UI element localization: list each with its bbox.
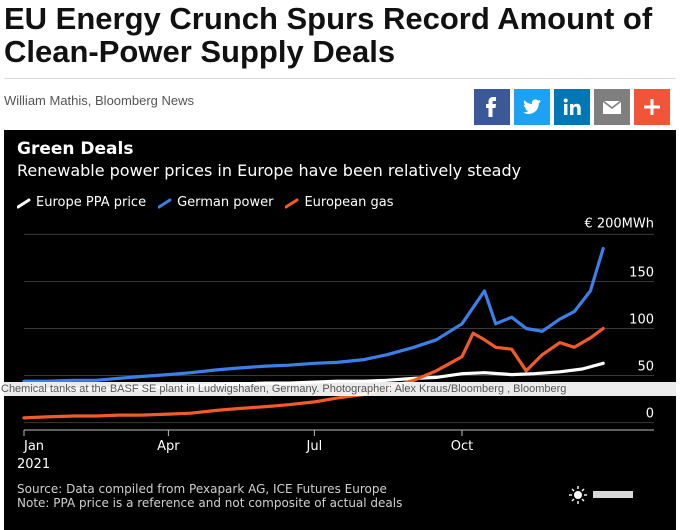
chart-note: Note: PPA price is a reference and not c… (17, 496, 403, 510)
facebook-icon (486, 97, 496, 117)
chart-subtitle: Renewable power prices in Europe have be… (17, 161, 522, 180)
photo-caption: Chemical tanks at the BASF SE plant in L… (0, 382, 680, 396)
line-chart: 0 50 100 150 € 200MWh Jan Apr Jul Oct 2021 (17, 216, 654, 472)
article-headline: EU Energy Crunch Spurs Record Amount of … (4, 1, 653, 69)
legend-label-ppa: Europe PPA price (36, 195, 147, 210)
watermark-logo (569, 486, 633, 504)
x-tick-sublabel: 2021 (17, 457, 50, 472)
email-share-button[interactable] (594, 89, 630, 125)
plus-icon (644, 99, 660, 115)
legend-swatch-european-gas (285, 198, 299, 208)
linkedin-icon (563, 98, 581, 115)
x-tick-label: Apr (157, 439, 180, 454)
y-tick-label: 0 (646, 407, 654, 422)
divider (4, 78, 676, 79)
x-tick-label: Oct (451, 439, 473, 454)
legend-label-german-power: German power (177, 195, 274, 210)
y-tick-label: 100 (629, 313, 654, 328)
legend-item-ppa: Europe PPA price (17, 195, 146, 210)
legend-swatch-ppa (17, 198, 31, 208)
x-tick-label: Jan (23, 439, 44, 454)
series-line-1 (22, 246, 605, 383)
chart-title: Green Deals (17, 139, 134, 159)
legend-label-european-gas: European gas (304, 195, 394, 210)
twitter-icon (523, 99, 541, 114)
linkedin-share-button[interactable] (554, 89, 590, 125)
byline: William Mathis, Bloomberg News (4, 93, 194, 108)
y-tick-label: 150 (629, 265, 654, 280)
x-tick-label: Jul (306, 439, 323, 454)
chart-image: Green Deals Renewable power prices in Eu… (4, 130, 676, 530)
facebook-share-button[interactable] (474, 89, 510, 125)
legend-item-european-gas: European gas (285, 195, 394, 210)
more-share-button[interactable] (634, 89, 670, 125)
legend-swatch-german-power (158, 198, 172, 208)
chart-legend: Europe PPA price German power European g… (17, 195, 406, 210)
y-tick-label: 50 (637, 360, 654, 375)
mail-icon (602, 100, 622, 114)
chart-footnote: Source: Data compiled from Pexapark AG, … (17, 482, 402, 510)
y-unit-label: € 200MWh (584, 216, 654, 231)
twitter-share-button[interactable] (514, 89, 550, 125)
chart-source: Source: Data compiled from Pexapark AG, … (17, 482, 387, 496)
legend-item-german-power: German power (158, 195, 273, 210)
